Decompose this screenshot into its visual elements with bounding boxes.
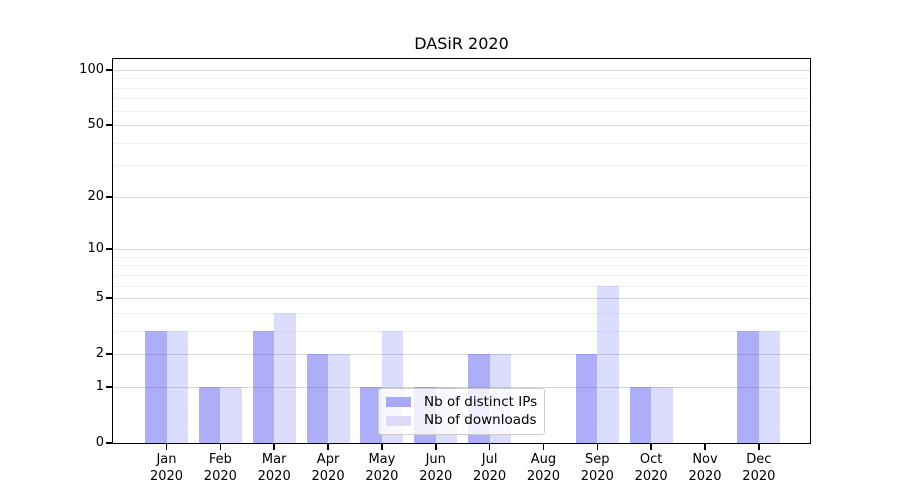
y-tick-label: 20 [87, 188, 104, 204]
x-tick-mark [488, 444, 491, 450]
bar-nb-of-distinct-ips-dec [737, 330, 759, 443]
x-tick-mark [758, 444, 760, 450]
gridline-minor [113, 285, 810, 287]
bar-nb-of-distinct-ips-apr [306, 354, 329, 443]
legend-row: Nb of downloads [386, 413, 537, 428]
y-tick-mark [106, 248, 112, 250]
x-tick-mark [542, 444, 545, 450]
gridline-major [113, 354, 810, 356]
x-tick-mark [704, 444, 706, 450]
y-tick-mark [106, 124, 112, 126]
x-tick-label-feb: Feb 2020 [203, 452, 237, 484]
y-tick-label: 5 [95, 290, 104, 306]
y-tick-label: 1 [95, 378, 104, 394]
chart-title: DASiR 2020 [414, 34, 509, 53]
plot-area [112, 58, 811, 444]
x-tick-label-jul: Jul 2020 [473, 452, 507, 484]
x-tick-mark [650, 444, 652, 450]
bar-nb-of-distinct-ips-sep [575, 354, 598, 443]
bar-nb-of-distinct-ips-may [360, 386, 382, 443]
bar-nb-of-distinct-ips-feb [198, 386, 221, 443]
x-tick-label-mar: Mar 2020 [257, 452, 291, 484]
x-tick-label-sep: Sep 2020 [580, 452, 614, 484]
bar-nb-of-distinct-ips-oct [629, 386, 652, 443]
bar-nb-of-downloads-mar [274, 312, 296, 443]
gridline-major [113, 298, 810, 300]
y-tick-label: 2 [95, 346, 104, 362]
y-tick-label: 50 [87, 117, 104, 133]
bar-nb-of-downloads-apr [328, 354, 350, 443]
legend-swatch-icon [386, 397, 411, 408]
gridline-minor [113, 142, 810, 144]
y-tick-mark [106, 353, 112, 355]
gridline-major [113, 70, 810, 71]
gridline-major [113, 196, 810, 198]
y-tick-label: 10 [87, 241, 104, 257]
bar-nb-of-distinct-ips-mar [252, 330, 275, 443]
legend: Nb of distinct IPs Nb of downloads [378, 388, 545, 435]
x-tick-label-apr: Apr 2020 [311, 452, 345, 484]
x-tick-mark [435, 444, 437, 450]
x-tick-mark [219, 444, 222, 450]
legend-swatch-icon [386, 415, 411, 426]
gridline-minor [113, 78, 810, 80]
x-tick-label-jun: Jun 2020 [419, 452, 453, 484]
gridline-minor [113, 87, 810, 89]
bar-nb-of-downloads-oct [651, 386, 673, 443]
bar-nb-of-downloads-dec [758, 330, 781, 443]
x-tick-mark [273, 444, 275, 450]
y-tick-mark [106, 196, 112, 198]
bar-nb-of-downloads-feb [220, 386, 242, 443]
x-tick-mark [327, 444, 329, 450]
x-tick-mark [165, 444, 168, 450]
y-tick-mark [106, 386, 112, 388]
gridline-minor [113, 265, 810, 267]
gridline-minor [113, 110, 810, 112]
x-tick-label-may: May 2020 [365, 452, 399, 484]
x-tick-label-nov: Nov 2020 [688, 452, 722, 484]
gridline-minor [113, 312, 810, 314]
gridline-minor [113, 165, 810, 167]
gridline-minor [113, 256, 810, 258]
x-tick-label-aug: Aug 2020 [526, 452, 560, 484]
gridline-major [113, 386, 810, 388]
x-tick-label-dec: Dec 2020 [742, 452, 776, 484]
gridline-minor [113, 330, 810, 332]
bar-nb-of-downloads-jan [166, 330, 188, 443]
y-tick-mark [106, 297, 112, 299]
x-tick-mark [381, 444, 383, 450]
y-tick-mark [106, 442, 112, 444]
legend-label: Nb of downloads [424, 412, 537, 429]
bar-nb-of-distinct-ips-jan [145, 330, 167, 443]
gridline-minor [113, 274, 810, 276]
y-tick-mark [106, 69, 112, 71]
gridline-major [113, 249, 810, 251]
x-tick-label-jan: Jan 2020 [149, 452, 184, 484]
bar-nb-of-downloads-sep [597, 285, 619, 443]
gridline-major [113, 125, 810, 127]
x-tick-mark [596, 444, 599, 450]
x-tick-label-oct: Oct 2020 [634, 452, 668, 484]
legend-row: Nb of distinct IPs [386, 393, 538, 410]
y-tick-label: 0 [95, 435, 104, 450]
legend-label: Nb of distinct IPs [424, 393, 538, 410]
gridline-minor [113, 98, 810, 100]
y-tick-label: 100 [79, 62, 104, 77]
